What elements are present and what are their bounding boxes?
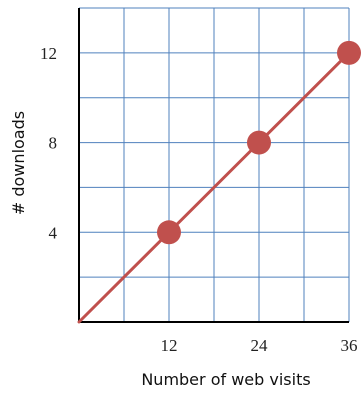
data-point	[247, 130, 271, 155]
data-point	[157, 220, 181, 245]
series-layer	[77, 40, 361, 324]
x-tick-label: 12	[161, 336, 178, 355]
x-tick-label: 36	[341, 336, 358, 355]
grid-lines	[79, 7, 350, 322]
y-tick-label: 8	[49, 134, 58, 153]
x-tick-label: 24	[251, 336, 269, 355]
x-axis-label: Number of web visits	[141, 370, 310, 389]
y-tick-label: 4	[49, 223, 58, 242]
y-axis-label: # downloads	[9, 111, 28, 215]
y-tick-label: 12	[40, 44, 57, 63]
data-point	[337, 40, 361, 65]
series-line	[77, 51, 351, 324]
